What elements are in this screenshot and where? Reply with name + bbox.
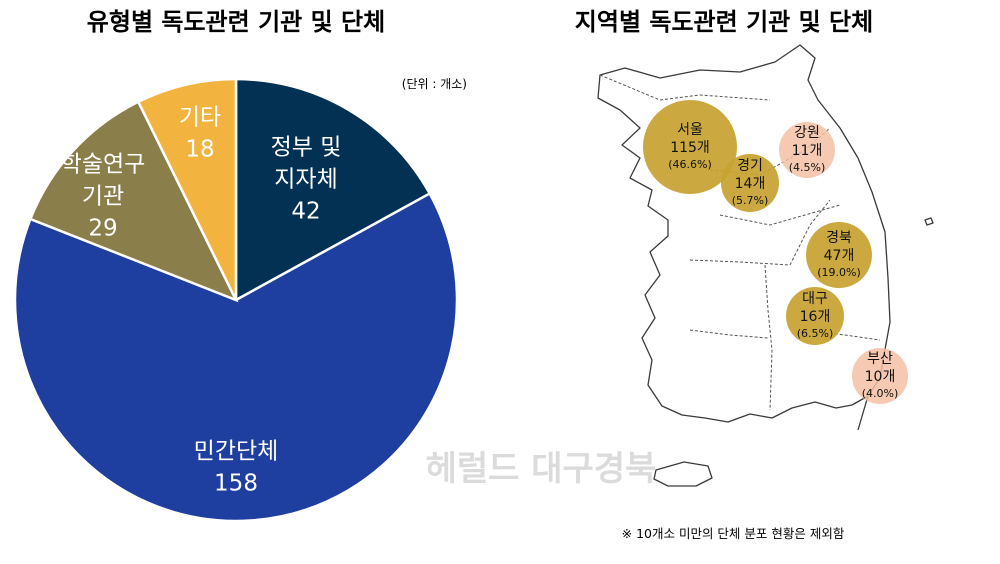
bubble-name-경북: 경북 [826, 230, 852, 246]
bubble-count-경북: 47개 [824, 248, 855, 264]
bubble-서울 [643, 100, 737, 194]
bubble-pct-대구: (6.5%) [797, 327, 834, 340]
pie-label-academic: 학술연구 [61, 152, 146, 178]
pie-title: 유형별 독도관련 기관 및 단체 [87, 8, 385, 36]
bubble-name-대구: 대구 [802, 291, 828, 307]
bubble-pct-경기: (5.7%) [732, 194, 769, 207]
pie-label-civil: 민간단체 [194, 439, 279, 465]
pie-value-gov: 42 [291, 199, 320, 225]
pie-value-academic: 29 [88, 216, 117, 242]
pie-slice-civil [13, 191, 459, 523]
mainland-outline [597, 44, 891, 423]
pie-slice-academic [28, 100, 239, 303]
bubble-name-경기: 경기 [737, 158, 763, 174]
bubble-pct-경북: (19.0%) [817, 266, 861, 279]
bubble-count-강원: 11개 [792, 143, 823, 159]
footnote: ※ 10개소 미만의 단체 분포 현황은 제외함 [622, 526, 845, 541]
bubble-pct-부산: (4.0%) [862, 387, 899, 400]
bubble-경북 [806, 222, 872, 288]
pie-label-other: 기타 [179, 105, 221, 131]
bubble-강원 [779, 122, 835, 178]
pie-slice-gov [234, 77, 432, 303]
bubble-대구 [786, 287, 844, 345]
bubble-pct-강원: (4.5%) [789, 161, 826, 174]
jeju-island [653, 461, 713, 487]
bubble-count-대구: 16개 [800, 309, 831, 325]
pie-label-academic: 기관 [82, 184, 124, 210]
pie-value-other: 18 [185, 137, 214, 163]
watermark-text: 헤럴드 대구경북 [426, 449, 657, 489]
bubble-count-서울: 115개 [670, 140, 710, 156]
bubble-pct-서울: (46.6%) [668, 158, 712, 171]
bubble-name-서울: 서울 [677, 122, 703, 138]
map-title: 지역별 독도관련 기관 및 단체 [575, 8, 873, 36]
bubble-부산 [852, 348, 908, 404]
bubble-경기 [721, 154, 779, 212]
region-bubbles: 서울 115개 (46.6%) 경기 14개 (5.7%) 강원 11개 (4.5%) 경북 47개… [643, 100, 908, 404]
bubble-count-경기: 14개 [735, 176, 766, 192]
unit-note: (단위 : 개소) [402, 77, 467, 91]
korea-map [597, 44, 934, 487]
pie-label-gov: 지자체 [274, 167, 337, 193]
pie-slice-other [136, 77, 238, 301]
pie-value-civil: 158 [214, 471, 258, 497]
pie-label-gov: 정부 및 [271, 135, 342, 161]
coast-stroke [857, 395, 869, 431]
bubble-count-부산: 10개 [865, 369, 896, 385]
bubble-name-강원: 강원 [794, 125, 820, 141]
ulleung-island [924, 217, 934, 226]
bubble-name-부산: 부산 [867, 351, 893, 367]
